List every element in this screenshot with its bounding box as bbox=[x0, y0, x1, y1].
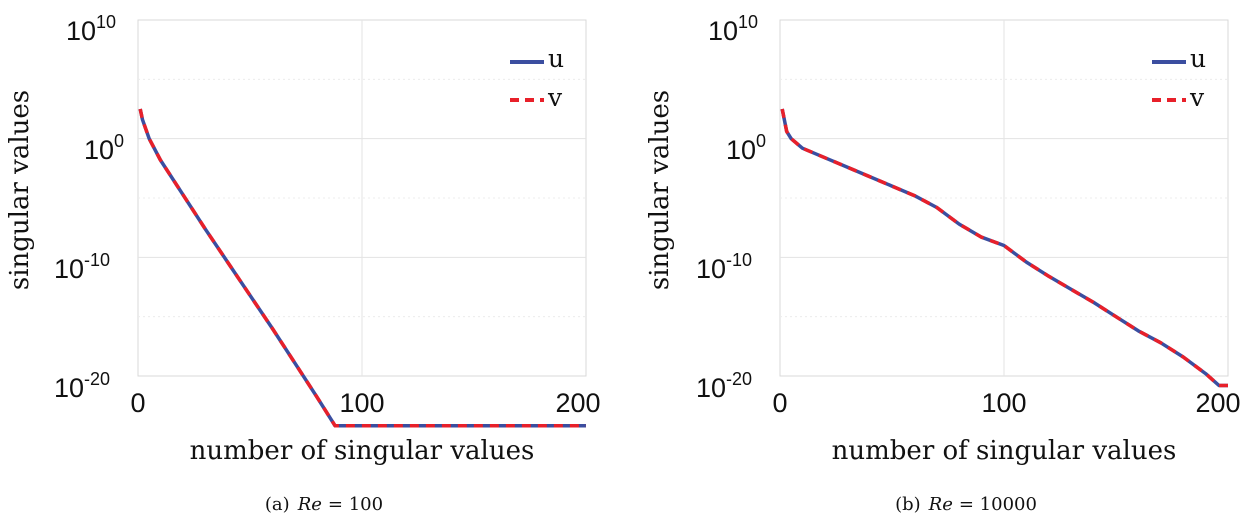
panel-b-caption: (b) Re = 10000 bbox=[895, 494, 1037, 515]
panel-a-legend-u-label: u bbox=[548, 44, 564, 73]
panel-a-xtick-100: 100 bbox=[339, 388, 384, 418]
panel-b-xtick-200: 200 bbox=[1195, 388, 1240, 418]
panel-a-legend-v-label: v bbox=[547, 83, 563, 112]
panel-b-legend: u v bbox=[1152, 44, 1206, 112]
panel-b-legend-v-label: v bbox=[1189, 83, 1205, 112]
panel-b-ytick-1e-20: 10-20 bbox=[696, 369, 752, 403]
panel-a-xtick-200: 200 bbox=[555, 388, 600, 418]
panel-b: 0 100 200 1010 100 10-10 10-20 number of… bbox=[645, 12, 1241, 515]
panel-a-ytick-1e-10: 10-10 bbox=[54, 250, 110, 284]
panel-b-ytick-1e10: 1010 bbox=[708, 12, 758, 46]
panel-b-xtick-100: 100 bbox=[981, 388, 1026, 418]
panel-a-ytick-1e0: 100 bbox=[84, 131, 124, 165]
panel-a-ytick-1e-20: 10-20 bbox=[54, 369, 110, 403]
panel-a-xtick-0: 0 bbox=[130, 388, 145, 418]
panel-a-series bbox=[138, 108, 586, 428]
panel-a-ylabel: singular values bbox=[5, 90, 35, 290]
panel-b-xtick-0: 0 bbox=[772, 388, 787, 418]
panel-a-caption: (a) Re = 100 bbox=[265, 494, 383, 515]
panel-a-grid bbox=[138, 20, 586, 376]
panel-a-legend: u v bbox=[510, 44, 564, 112]
panel-a-xlabel: number of singular values bbox=[190, 436, 535, 466]
panel-a-ytick-1e10: 1010 bbox=[66, 12, 116, 46]
panel-b-ytick-1e-10: 10-10 bbox=[696, 250, 752, 284]
panel-a-series-v bbox=[138, 108, 586, 428]
panel-b-series-v bbox=[780, 108, 1228, 388]
panel-b-ytick-1e0: 100 bbox=[726, 131, 766, 165]
panel-b-xlabel: number of singular values bbox=[832, 436, 1177, 466]
panel-b-series bbox=[780, 108, 1228, 388]
panel-b-legend-u-label: u bbox=[1190, 44, 1206, 73]
panel-b-grid bbox=[780, 20, 1228, 376]
panel-b-ylabel: singular values bbox=[645, 90, 675, 290]
panel-a: 0 100 200 1010 100 10-10 10-20 number of… bbox=[5, 12, 601, 515]
